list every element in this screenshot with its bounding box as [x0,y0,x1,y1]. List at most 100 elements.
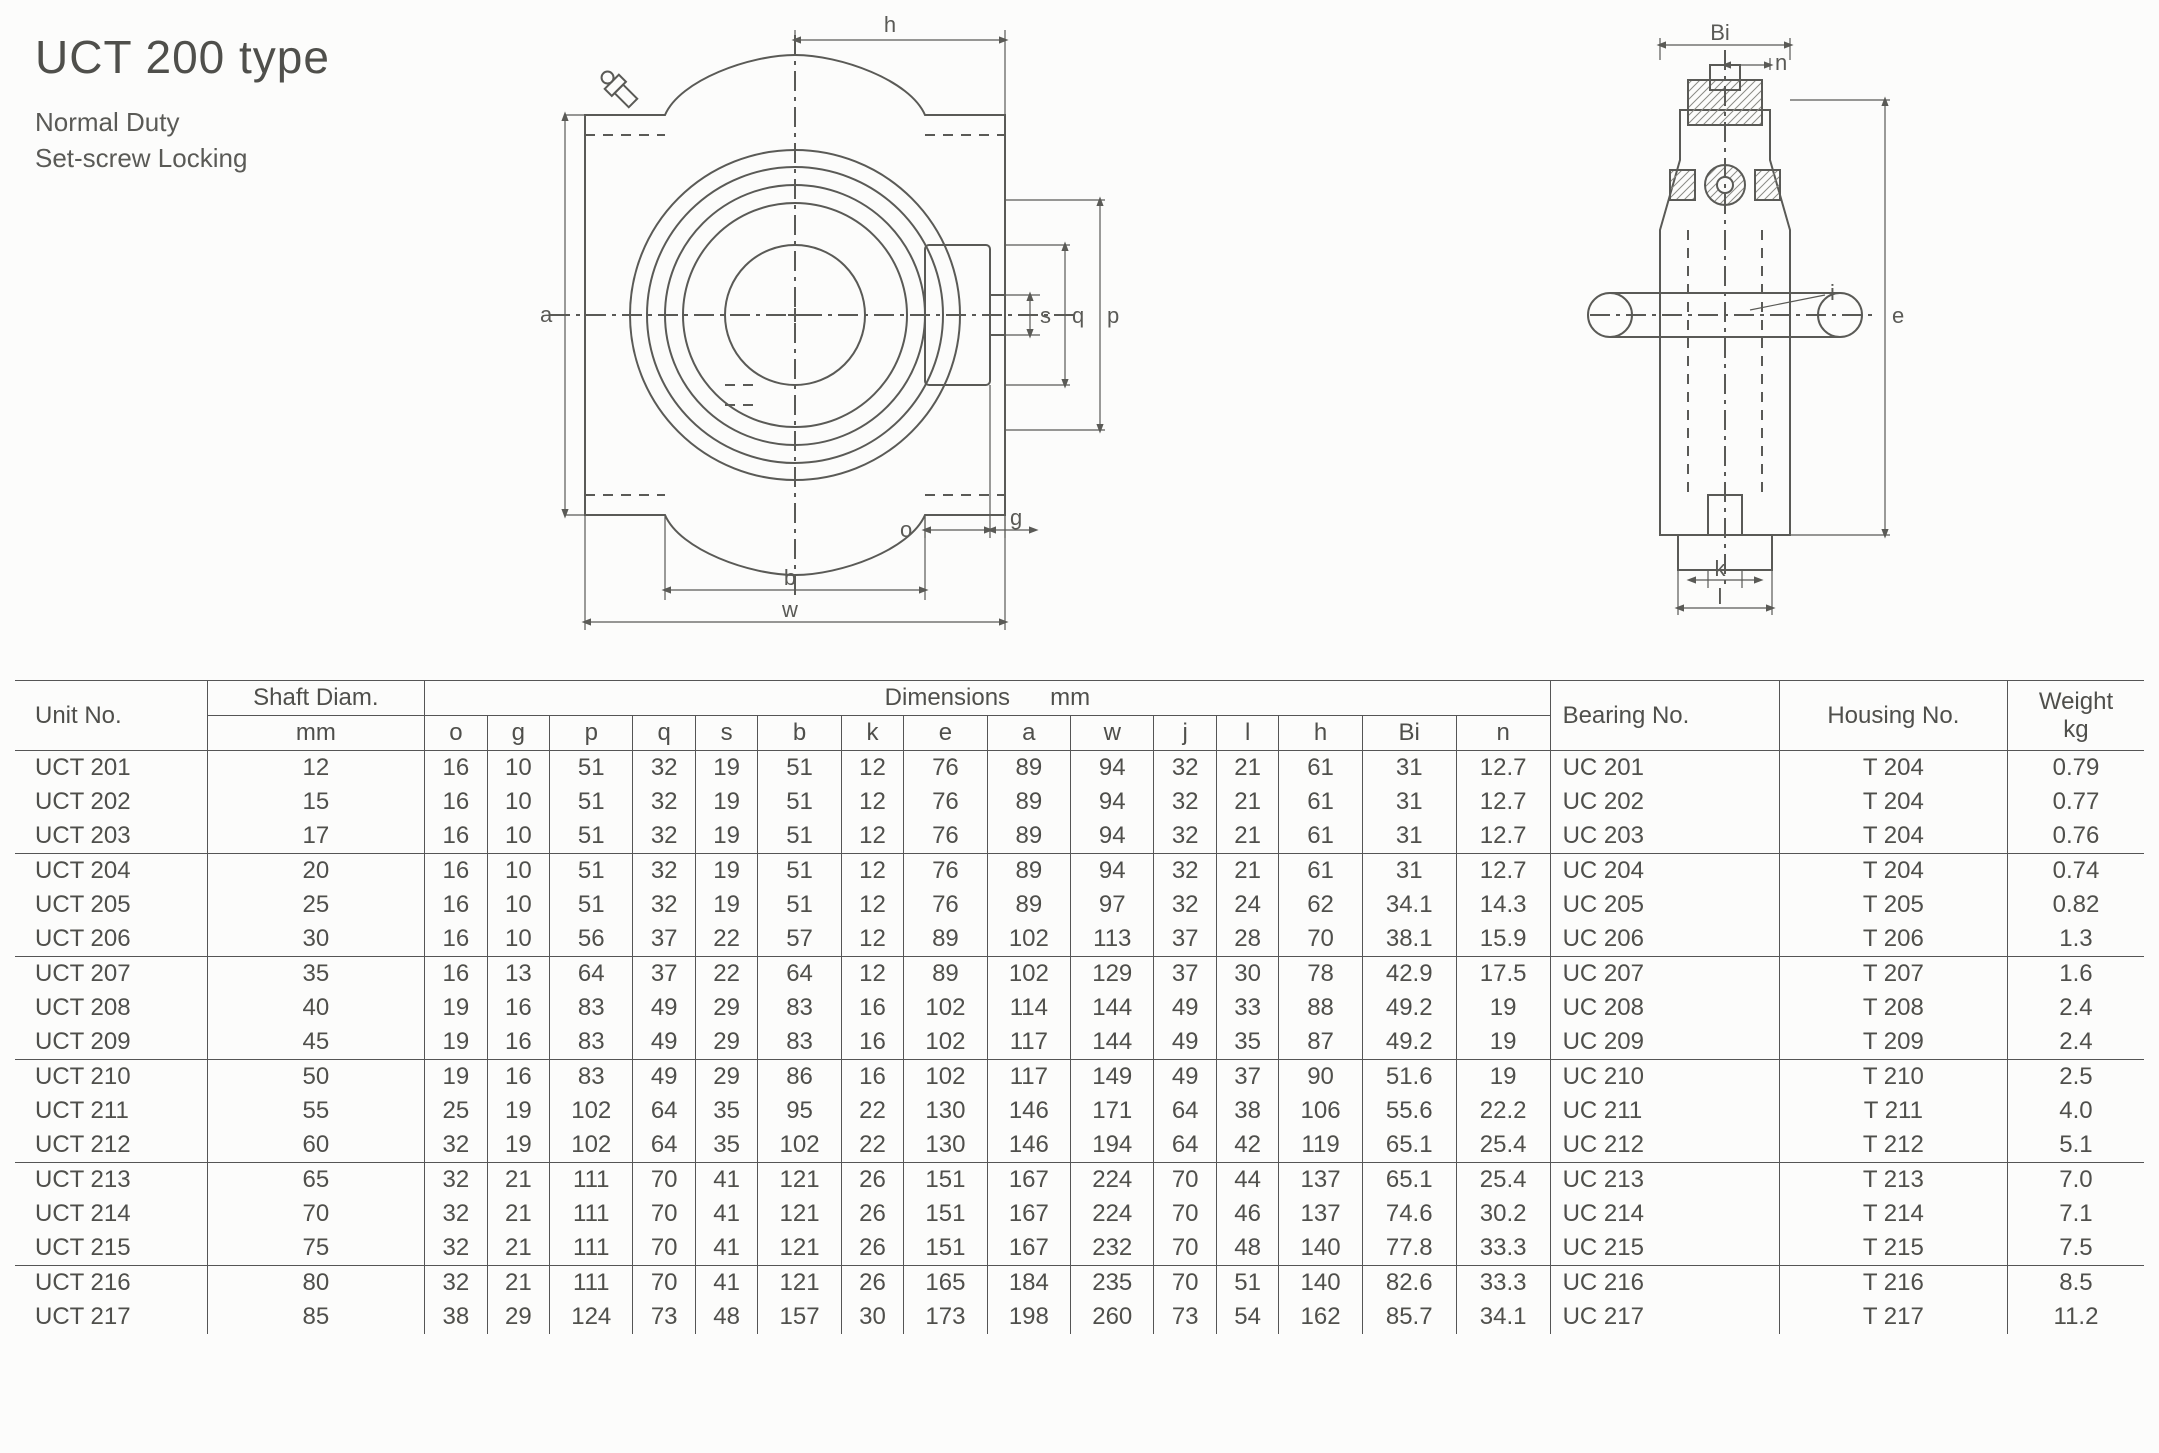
dim-i: i [1830,280,1835,305]
table-row: UCT 20420161051321951127689943221613112.… [15,854,2144,889]
table-cell: 111 [550,1266,633,1301]
table-cell: 89 [987,785,1070,819]
table-cell: 60 [207,1128,425,1163]
table-cell: 232 [1071,1231,1154,1266]
table-cell: 83 [550,1060,633,1095]
table-cell: 45 [207,1025,425,1060]
th-b: b [758,716,841,751]
table-cell: 31 [1362,785,1456,819]
table-cell: 12 [841,888,903,922]
table-cell: 51 [550,888,633,922]
table-cell: 162 [1279,1300,1362,1334]
table-cell: 85 [207,1300,425,1334]
table-cell: T 206 [1779,922,2007,957]
table-cell: 26 [841,1197,903,1231]
table-cell: 146 [987,1094,1070,1128]
table-cell: T 212 [1779,1128,2007,1163]
th-p: p [550,716,633,751]
dim-q: q [1072,303,1084,328]
page-title: UCT 200 type [35,30,330,84]
table-cell: 165 [904,1266,987,1301]
table-row: UCT 210501916834929861610211714949379051… [15,1060,2144,1095]
th-housing-no: Housing No. [1779,681,2007,751]
page-root: UCT 200 type Normal Duty Set-screw Locki… [0,0,2159,1453]
front-view: a h s q [540,12,1119,630]
table-row: UCT 211552519102643595221301461716438106… [15,1094,2144,1128]
table-cell: 15.9 [1456,922,1550,957]
table-cell: 13 [487,957,549,992]
table-cell: 32 [425,1266,487,1301]
table-cell: 35 [207,957,425,992]
table-cell: UC 215 [1550,1231,1779,1266]
table-cell: 54 [1216,1300,1278,1334]
table-cell: 32 [1154,785,1216,819]
table-cell: 2.5 [2007,1060,2144,1095]
table-cell: UC 202 [1550,785,1779,819]
table-cell: 32 [1154,888,1216,922]
dim-s: s [1040,303,1051,328]
table-cell: 70 [1154,1163,1216,1198]
table-cell: 44 [1216,1163,1278,1198]
th-o: o [425,716,487,751]
dim-w: w [781,597,798,622]
table-cell: 12.7 [1456,854,1550,889]
table-cell: 49.2 [1362,1025,1456,1060]
table-cell: 70 [633,1163,695,1198]
table-cell: 16 [425,957,487,992]
table-cell: 167 [987,1197,1070,1231]
table-cell: 64 [758,957,841,992]
table-row: UCT 214703221111704112126151167224704613… [15,1197,2144,1231]
table-cell: 21 [487,1163,549,1198]
table-cell: 12 [841,922,903,957]
table-cell: 49 [1154,1025,1216,1060]
table-cell: UCT 217 [15,1300,207,1334]
table-cell: 12.7 [1456,785,1550,819]
table-cell: 16 [841,1060,903,1095]
th-a: a [987,716,1070,751]
table-cell: 89 [987,854,1070,889]
th-n: n [1456,716,1550,751]
table-cell: 51 [758,751,841,786]
th-bearing-no-label: Bearing No. [1563,702,1690,729]
table-cell: 83 [758,1025,841,1060]
table-cell: 51 [758,888,841,922]
table-cell: 16 [487,991,549,1025]
table-cell: 74.6 [1362,1197,1456,1231]
table-cell: 2.4 [2007,1025,2144,1060]
table-cell: UCT 216 [15,1266,207,1301]
table-cell: 151 [904,1197,987,1231]
table-cell: 12.7 [1456,819,1550,854]
table-cell: 48 [1216,1231,1278,1266]
table-cell: 76 [904,785,987,819]
table-cell: 56 [550,922,633,957]
table-cell: 75 [207,1231,425,1266]
table-cell: 83 [550,1025,633,1060]
table-cell: 41 [695,1197,757,1231]
table-cell: 64 [1154,1094,1216,1128]
dim-k: k [1715,556,1727,581]
table-cell: 82.6 [1362,1266,1456,1301]
table-cell: 111 [550,1163,633,1198]
table-cell: 16 [425,888,487,922]
table-cell: 76 [904,888,987,922]
table-cell: 22 [695,922,757,957]
table-cell: 76 [904,854,987,889]
table-cell: 51 [758,854,841,889]
table-cell: 33.3 [1456,1266,1550,1301]
table-cell: UC 208 [1550,991,1779,1025]
table-cell: 260 [1071,1300,1154,1334]
table-cell: 102 [758,1128,841,1163]
table-cell: UCT 211 [15,1094,207,1128]
table-cell: 35 [695,1094,757,1128]
table-cell: 19 [695,819,757,854]
table-cell: 70 [1154,1266,1216,1301]
th-j: j [1154,716,1216,751]
table-cell: 49 [633,991,695,1025]
table-cell: 94 [1071,819,1154,854]
table-cell: 7.0 [2007,1163,2144,1198]
table-cell: 29 [487,1300,549,1334]
header-block: UCT 200 type Normal Duty Set-screw Locki… [35,30,330,177]
table-cell: T 210 [1779,1060,2007,1095]
table-cell: 14.3 [1456,888,1550,922]
table-cell: 70 [1279,922,1362,957]
